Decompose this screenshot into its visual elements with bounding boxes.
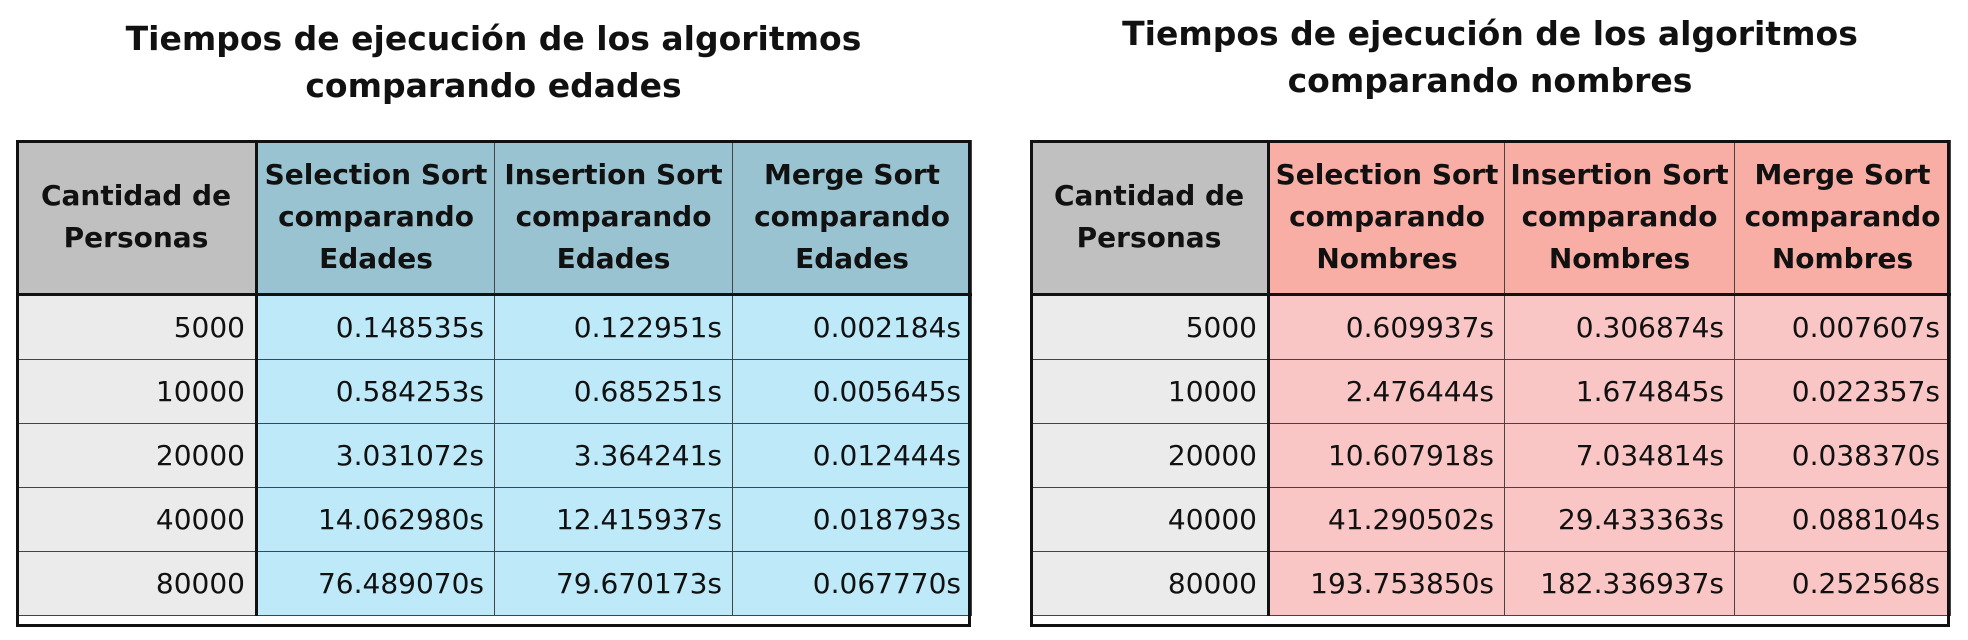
header-line: Edades [556, 242, 671, 275]
header-selection-sort-edades: Selection Sort comparando Edades [256, 140, 495, 295]
header-line: Insertion Sort [504, 158, 723, 191]
header-selection-sort-nombres: Selection Sort comparando Nombres [1268, 140, 1505, 295]
ages-title-line-2: comparando edades [305, 66, 682, 105]
header-merge-sort-nombres: Merge Sort comparando Nombres [1734, 140, 1951, 295]
cell-personas: 80000 [1030, 551, 1270, 616]
cell-selection-time: 193.753850s [1268, 551, 1505, 616]
cell-personas: 40000 [16, 487, 258, 552]
header-line: Selection Sort [1275, 158, 1499, 191]
table-row: 5000 0.609937s 0.306874s 0.007607s [1030, 294, 1951, 360]
cell-selection-time: 14.062980s [256, 487, 495, 552]
table-row: 40000 14.062980s 12.415937s 0.018793s [16, 487, 972, 552]
ages-title-line-1: Tiempos de ejecución de los algoritmos [125, 19, 862, 58]
cell-personas: 20000 [1030, 423, 1270, 488]
cell-personas: 80000 [16, 551, 258, 616]
cell-selection-time: 3.031072s [256, 423, 495, 488]
table-row: 40000 41.290502s 29.433363s 0.088104s [1030, 487, 1951, 552]
header-line: Cantidad de [1053, 179, 1245, 212]
header-line: Selection Sort [264, 158, 488, 191]
header-line: comparando [754, 200, 950, 233]
names-title-line-1: Tiempos de ejecución de los algoritmos [1122, 14, 1858, 53]
cell-personas: 5000 [16, 294, 258, 360]
header-insertion-sort-edades: Insertion Sort comparando Edades [494, 140, 733, 295]
cell-insertion-time: 3.364241s [494, 423, 733, 488]
table-row: 5000 0.148535s 0.122951s 0.002184s [16, 294, 972, 360]
names-table-title: Tiempos de ejecución de los algoritmos c… [1030, 10, 1950, 104]
cell-selection-time: 0.148535s [256, 294, 495, 360]
header-line: comparando [1289, 200, 1485, 233]
ages-header-row: Cantidad de Personas Selection Sort comp… [16, 140, 972, 295]
cell-personas: 10000 [1030, 359, 1270, 424]
header-insertion-sort-nombres: Insertion Sort comparando Nombres [1504, 140, 1735, 295]
header-line: comparando [1744, 200, 1941, 233]
header-line: comparando [515, 200, 712, 233]
cell-insertion-time: 12.415937s [494, 487, 733, 552]
header-line: Merge Sort [763, 158, 941, 191]
header-line: Edades [795, 242, 909, 275]
cell-insertion-time: 0.122951s [494, 294, 733, 360]
cell-merge-time: 0.252568s [1734, 551, 1951, 616]
table-row: 80000 76.489070s 79.670173s 0.067770s [16, 551, 972, 616]
header-cantidad-personas: Cantidad de Personas [1030, 140, 1270, 295]
cell-selection-time: 10.607918s [1268, 423, 1505, 488]
cell-merge-time: 0.067770s [732, 551, 972, 616]
table-row: 80000 193.753850s 182.336937s 0.252568s [1030, 551, 1951, 616]
cell-personas: 10000 [16, 359, 258, 424]
cell-personas: 5000 [1030, 294, 1270, 360]
ages-timing-table: Cantidad de Personas Selection Sort comp… [16, 140, 972, 616]
cell-merge-time: 0.002184s [732, 294, 972, 360]
cell-insertion-time: 79.670173s [494, 551, 733, 616]
cell-merge-time: 0.088104s [1734, 487, 1951, 552]
names-title-line-2: comparando nombres [1287, 61, 1693, 100]
table-row: 20000 10.607918s 7.034814s 0.038370s [1030, 423, 1951, 488]
header-line: Merge Sort [1754, 158, 1931, 191]
cell-selection-time: 0.609937s [1268, 294, 1505, 360]
header-line: comparando [1521, 200, 1718, 233]
names-header-row: Cantidad de Personas Selection Sort comp… [1030, 140, 1951, 295]
cell-personas: 40000 [1030, 487, 1270, 552]
header-line: Nombres [1316, 242, 1458, 275]
cell-merge-time: 0.007607s [1734, 294, 1951, 360]
table-row: 20000 3.031072s 3.364241s 0.012444s [16, 423, 972, 488]
cell-merge-time: 0.012444s [732, 423, 972, 488]
cell-selection-time: 41.290502s [1268, 487, 1505, 552]
cell-insertion-time: 182.336937s [1504, 551, 1735, 616]
cell-selection-time: 76.489070s [256, 551, 495, 616]
cell-insertion-time: 0.685251s [494, 359, 733, 424]
cell-merge-time: 0.005645s [732, 359, 972, 424]
header-line: Personas [63, 221, 209, 254]
ages-table-title: Tiempos de ejecución de los algoritmos c… [16, 15, 971, 109]
header-line: comparando [278, 200, 474, 233]
header-line: Cantidad de [40, 179, 232, 212]
cell-personas: 20000 [16, 423, 258, 488]
header-line: Nombres [1771, 242, 1914, 275]
cell-selection-time: 0.584253s [256, 359, 495, 424]
table-row: 10000 2.476444s 1.674845s 0.022357s [1030, 359, 1951, 424]
cell-insertion-time: 1.674845s [1504, 359, 1735, 424]
table-row: 10000 0.584253s 0.685251s 0.005645s [16, 359, 972, 424]
cell-insertion-time: 0.306874s [1504, 294, 1735, 360]
cell-insertion-time: 7.034814s [1504, 423, 1735, 488]
cell-merge-time: 0.018793s [732, 487, 972, 552]
names-timing-table: Cantidad de Personas Selection Sort comp… [1030, 140, 1951, 616]
cell-merge-time: 0.022357s [1734, 359, 1951, 424]
header-line: Personas [1076, 221, 1222, 254]
header-line: Nombres [1548, 242, 1691, 275]
cell-merge-time: 0.038370s [1734, 423, 1951, 488]
header-merge-sort-edades: Merge Sort comparando Edades [732, 140, 972, 295]
cell-selection-time: 2.476444s [1268, 359, 1505, 424]
cell-insertion-time: 29.433363s [1504, 487, 1735, 552]
header-cantidad-personas: Cantidad de Personas [16, 140, 258, 295]
header-line: Insertion Sort [1510, 158, 1729, 191]
header-line: Edades [319, 242, 433, 275]
